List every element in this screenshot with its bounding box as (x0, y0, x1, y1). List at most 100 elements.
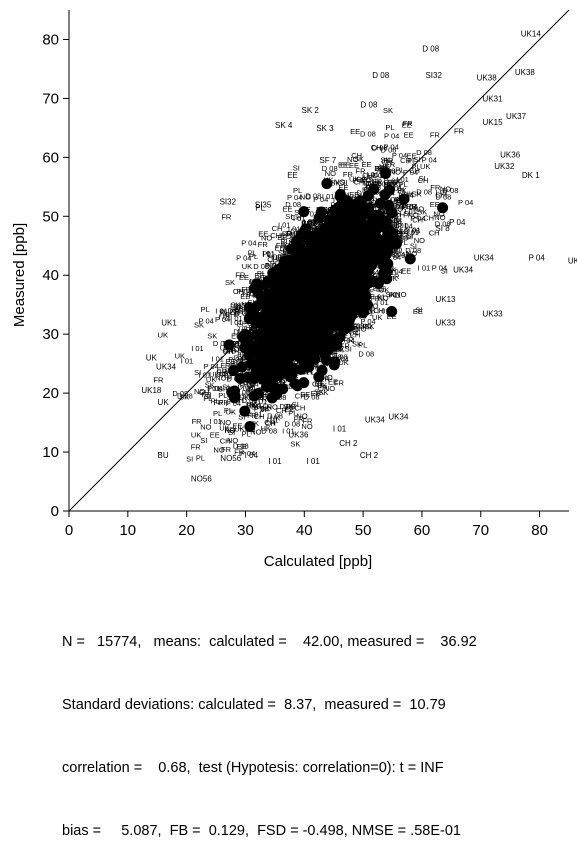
data-point (360, 221, 372, 233)
data-point (244, 420, 256, 432)
data-point: I 01 (230, 314, 243, 323)
data-point: UK (324, 206, 334, 215)
data-point: FR (276, 241, 287, 250)
data-point: NO (362, 179, 373, 188)
data-point: FR (343, 170, 354, 179)
data-point: P 04 (398, 222, 413, 231)
data-point: PL (397, 186, 406, 195)
point-label: D 08 (422, 44, 439, 53)
data-point: CH (220, 437, 231, 446)
point-label: UK (146, 354, 158, 363)
data-point (331, 339, 343, 351)
data-point: D 08 (284, 420, 300, 429)
data-point: SK (290, 439, 300, 448)
data-point: EE (396, 229, 406, 238)
data-point: UK (226, 408, 236, 417)
data-point: EE (338, 183, 348, 192)
data-point (228, 365, 240, 377)
data-point: SK (194, 321, 204, 330)
data-point: P 04 (410, 214, 425, 223)
data-point: CH (362, 171, 373, 180)
data-point: CH (264, 418, 275, 427)
data-point: EE (328, 378, 338, 387)
data-point: CH (381, 157, 392, 166)
data-point (283, 296, 295, 308)
data-point: SI (419, 174, 426, 183)
y-tick-label: 60 (42, 149, 59, 166)
data-point: FR (389, 272, 400, 281)
data-point: UK (246, 400, 256, 409)
data-point: D 08 (253, 262, 269, 271)
data-point: I 01 (238, 388, 251, 397)
data-point: P 04 (334, 354, 349, 363)
data-point (284, 351, 296, 363)
data-point: D 08 (304, 392, 320, 401)
data-point: P 04 (258, 390, 273, 399)
data-point: I 01 (303, 218, 316, 227)
data-point (317, 321, 329, 333)
data-point: D 08 (391, 203, 407, 212)
data-point: EE (237, 442, 247, 451)
data-point (362, 265, 374, 277)
point-label: I 01 (306, 457, 320, 466)
data-point: D 08 (272, 252, 288, 261)
data-point: P 04 (403, 168, 418, 177)
data-point: PL (353, 321, 362, 330)
data-point: SI (403, 209, 410, 218)
point-label: UK38 (477, 74, 498, 83)
data-point: SK (385, 290, 395, 299)
data-point: D 08 (384, 176, 400, 185)
data-point: SI (204, 392, 211, 401)
data-point: FR (320, 374, 331, 383)
data-point: NO (215, 373, 226, 382)
data-point: CH (435, 190, 446, 199)
data-point: I 01 (404, 207, 417, 216)
data-point: PL (397, 201, 406, 210)
data-point: NO (325, 169, 336, 178)
data-point: CH (233, 287, 244, 296)
data-point: CH (423, 214, 434, 223)
data-point: UK (206, 375, 216, 384)
x-tick-label: 80 (531, 522, 548, 539)
data-point: P 04 (386, 253, 401, 262)
data-point (305, 256, 317, 268)
data-point: I 01 (322, 192, 335, 201)
data-point: UK (371, 177, 381, 186)
data-point: EE (239, 357, 249, 366)
data-point: P 04 (458, 198, 473, 207)
data-point: P 04 (226, 399, 241, 408)
data-point: EE (280, 232, 290, 241)
data-point: FR (294, 415, 305, 424)
data-point (398, 193, 410, 205)
data-point: SK (283, 402, 293, 411)
x-axis-label: Calculated [ppb] (264, 553, 372, 570)
data-point: EE (401, 267, 411, 276)
data-point (252, 387, 264, 399)
data-point: FR (258, 240, 269, 249)
data-point: PL (257, 269, 266, 278)
data-point: FR (454, 127, 465, 136)
data-point: I 01 (375, 204, 388, 213)
point-label: UK37 (506, 112, 527, 121)
data-point: FR (213, 398, 224, 407)
data-point: UK (364, 180, 374, 189)
data-point: EE (377, 207, 387, 216)
point-label: I 01 (268, 457, 282, 466)
data-point: SI (441, 267, 448, 276)
data-point (386, 207, 398, 219)
data-point: SK (364, 322, 374, 331)
data-point (292, 255, 304, 267)
data-point: UK (219, 423, 229, 432)
data-point: D 08 (381, 146, 397, 155)
data-point: D 08 (322, 164, 338, 173)
data-point: I 01 (388, 291, 401, 300)
data-point (321, 178, 333, 190)
data-point: EE (402, 120, 412, 129)
data-point: EE (362, 160, 372, 169)
data-point: NO (228, 345, 239, 354)
data-point: CH (267, 255, 278, 264)
data-point: I 01 (435, 188, 448, 197)
data-point: CH (276, 406, 287, 415)
data-point: FR (202, 390, 213, 399)
